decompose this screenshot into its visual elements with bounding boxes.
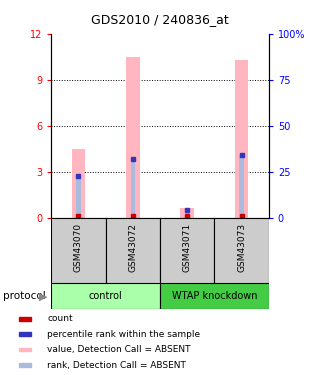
Text: protocol: protocol [3, 291, 46, 301]
Bar [72, 148, 85, 217]
Text: GSM43073: GSM43073 [237, 222, 246, 272]
Bar [185, 210, 189, 218]
Bar [180, 207, 194, 218]
Bar [19, 348, 31, 351]
Bar [106, 217, 160, 283]
Text: GSM43072: GSM43072 [128, 222, 137, 272]
Bar [160, 283, 269, 309]
Bar [160, 217, 214, 283]
Text: WTAP knockdown: WTAP knockdown [172, 291, 257, 301]
Text: count: count [47, 314, 73, 323]
Bar [76, 176, 81, 218]
Text: control: control [89, 291, 123, 301]
Text: ▶: ▶ [39, 291, 47, 301]
Bar [214, 217, 269, 283]
Text: GDS2010 / 240836_at: GDS2010 / 240836_at [91, 13, 229, 26]
Bar [235, 60, 248, 217]
Text: rank, Detection Call = ABSENT: rank, Detection Call = ABSENT [47, 361, 186, 370]
Bar [239, 156, 244, 218]
Bar [51, 283, 160, 309]
Bar [51, 217, 106, 283]
Bar [19, 332, 31, 336]
Text: GSM43070: GSM43070 [74, 222, 83, 272]
Text: GSM43071: GSM43071 [183, 222, 192, 272]
Text: value, Detection Call = ABSENT: value, Detection Call = ABSENT [47, 345, 191, 354]
Bar [19, 317, 31, 321]
Bar [131, 159, 135, 218]
Text: percentile rank within the sample: percentile rank within the sample [47, 330, 201, 339]
Bar [19, 363, 31, 367]
Bar [126, 57, 140, 217]
